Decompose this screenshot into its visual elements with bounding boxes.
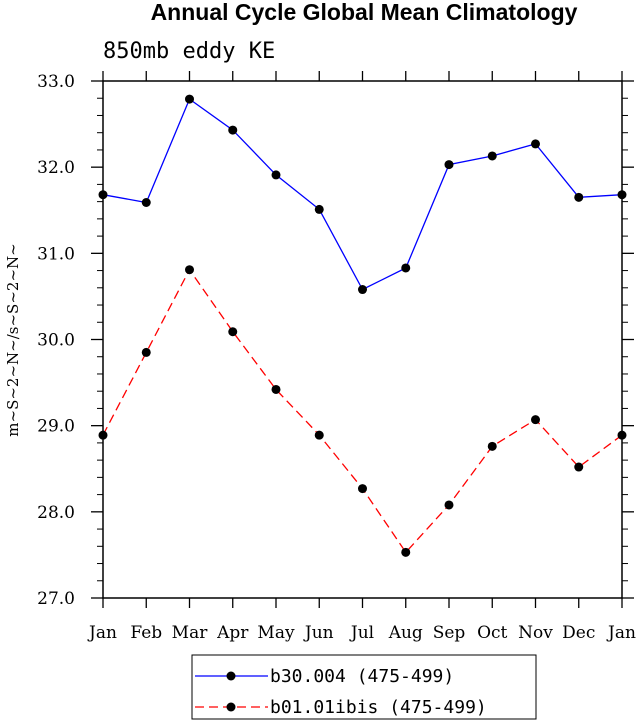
data-point-series-1: [358, 484, 367, 494]
axes: 27.0 28.0 29.0 30.0 31.0 32.0 33.0 Jan Feb Mar Apr…: [37, 71, 636, 643]
x-tick-label: Jul: [349, 623, 374, 643]
y-tick-label: 27.0: [37, 589, 75, 609]
x-tick-label: Dec: [562, 623, 595, 643]
legend-label-series-0: b30.004 (475-499): [270, 666, 454, 687]
legend-item-series-0: b30.004 (475-499): [195, 666, 454, 687]
data-point-series-0: [531, 139, 540, 149]
data-point-series-1: [531, 415, 540, 425]
y-tick-label: 31.0: [37, 244, 75, 264]
x-tick-label: Jan: [606, 623, 636, 643]
y-tick-label: 32.0: [37, 158, 75, 178]
data-point-series-1: [314, 430, 324, 440]
data-point-series-0: [314, 204, 324, 214]
x-tick-label: Jan: [87, 623, 117, 643]
x-tick-label: May: [257, 623, 295, 643]
y-tick-label: 33.0: [37, 72, 75, 92]
y-tick-label: 30.0: [37, 331, 75, 351]
x-tick-label: Jun: [303, 623, 334, 643]
y-axis-label: m~S~2~N~/s~S~2~N~: [4, 243, 22, 436]
data-point-series-1: [574, 462, 584, 472]
y-tick-label: 28.0: [37, 503, 75, 523]
legend-label-series-1: b01.01ibis (475-499): [270, 697, 487, 718]
data-point-series-0: [401, 263, 411, 273]
data-point-series-1: [401, 547, 411, 557]
data-point-series-1: [141, 347, 151, 357]
data-point-series-1: [271, 384, 281, 394]
legend-marker-series-1: [226, 702, 236, 712]
x-tick-label: Oct: [477, 623, 507, 643]
data-point-series-0: [228, 125, 238, 135]
data-point-series-1: [185, 265, 194, 275]
data-point-series-0: [358, 285, 367, 295]
data-point-series-0: [444, 160, 454, 170]
data-point-series-1: [228, 327, 238, 337]
chart-title: Annual Cycle Global Mean Climatology: [151, 0, 578, 25]
data-point-series-1: [444, 500, 454, 510]
legend: b30.004 (475-499) b01.01ibis (475-499): [191, 654, 537, 720]
chart-subtitle: 850mb eddy KE: [103, 39, 275, 64]
data-point-series-0: [487, 151, 497, 161]
x-tick-label: Nov: [518, 623, 553, 643]
series-line-1: [102, 268, 623, 554]
x-tick-label: Mar: [172, 623, 209, 643]
data-point-series-0: [141, 197, 151, 207]
x-tick-label: Feb: [130, 623, 162, 643]
legend-box: [191, 654, 537, 720]
plot-frame: [102, 80, 623, 599]
x-tick-label: Sep: [433, 623, 466, 643]
plot-marks: [98, 94, 627, 557]
legend-item-series-1: b01.01ibis (475-499): [195, 697, 487, 718]
data-point-series-0: [271, 170, 281, 180]
series-line-0: [102, 98, 623, 291]
x-tick-label: Aug: [388, 623, 423, 643]
data-point-series-0: [574, 192, 584, 202]
legend-marker-series-0: [226, 671, 236, 681]
x-tick-label: Apr: [216, 623, 249, 643]
data-point-series-1: [487, 441, 497, 451]
y-tick-label: 29.0: [37, 417, 75, 437]
data-point-series-0: [185, 94, 194, 104]
